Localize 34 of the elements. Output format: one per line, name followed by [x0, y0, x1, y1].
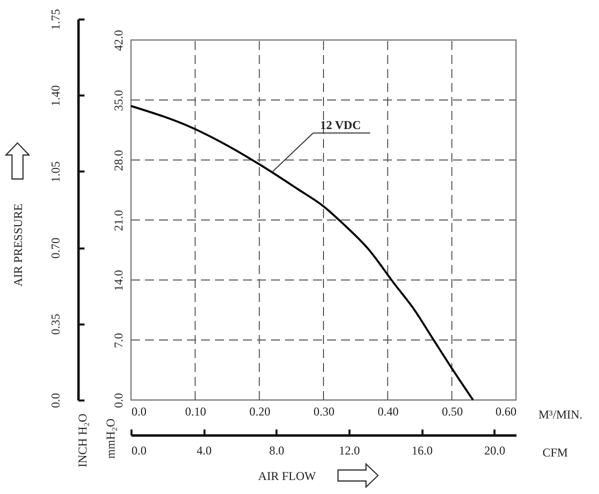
y-axis-title: mmH₂O	[104, 418, 118, 459]
y-tick-label: 42.0	[112, 30, 126, 51]
x2-axis-title: CFM	[542, 446, 568, 460]
x-tick-label: 0.40	[378, 404, 399, 418]
x-axis-title: M³/MIN.	[538, 408, 582, 422]
annotation: 12 VDC	[320, 118, 361, 132]
x2-tick-label: 16.0	[412, 444, 433, 458]
y2-tick-label: 0.35	[48, 314, 62, 335]
y2-tick-label: 1.75	[48, 9, 62, 30]
x2-tick-label: 4.0	[196, 444, 212, 458]
y-tick-label: 7.0	[112, 333, 126, 348]
y2-axis-title: INCH H₂O	[76, 413, 90, 468]
x-tick-label: 0.50	[442, 404, 463, 418]
y-tick-label: 28.0	[112, 150, 126, 171]
text: AIR FLOW	[258, 469, 316, 483]
y2-tick-label: 1.05	[48, 161, 62, 182]
y-tick-label: 35.0	[112, 90, 126, 111]
x2-tick-label: 20.0	[484, 444, 506, 458]
line-series	[130, 105, 474, 401]
x-tick-label: 0.30	[314, 404, 334, 418]
text: AIR PRESSURE	[11, 203, 25, 287]
x-tick-label: 0.20	[249, 404, 270, 418]
x-tick-label: 0.0	[132, 404, 146, 418]
x-tick-label: 0.60	[496, 404, 516, 418]
x2-tick-label: 0.0	[132, 444, 146, 458]
x2-tick-label: 8.0	[269, 444, 284, 458]
y2-tick-label: 1.40	[48, 85, 62, 106]
y2-tick-label: 0.0	[48, 393, 62, 408]
y-tick-label: 21.0	[112, 210, 126, 231]
y-tick-label: 0.0	[112, 393, 126, 408]
y2-tick-label: 0.70	[48, 238, 62, 259]
x-tick-label: 0.10	[185, 404, 206, 418]
x2-tick-label: 12.0	[338, 444, 360, 458]
y-tick-label: 14.0	[112, 270, 126, 291]
